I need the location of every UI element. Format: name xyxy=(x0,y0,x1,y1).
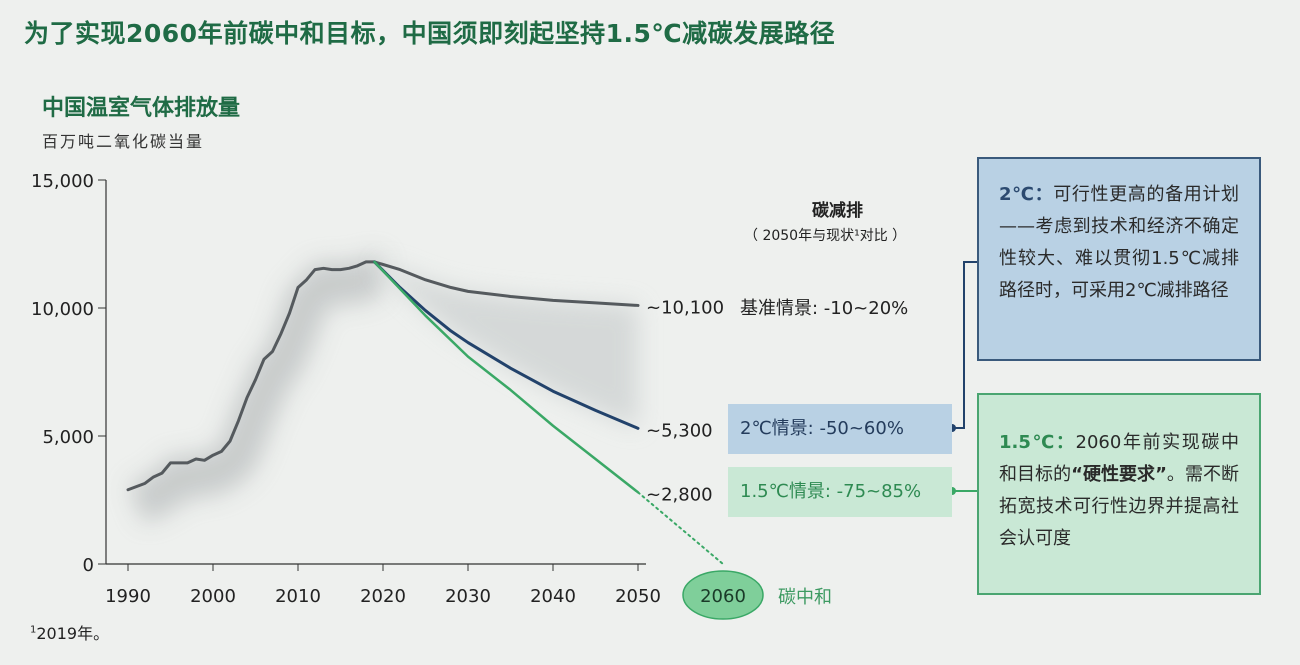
carbon-neutral-label: 碳中和 xyxy=(778,587,832,608)
x-tick-label: 2000 xyxy=(190,586,236,607)
reduction-title: 碳减排 xyxy=(812,201,863,221)
footnote: 12019年。 xyxy=(30,620,109,644)
chart-unit: 百万吨二氧化碳当量 xyxy=(42,132,205,151)
neutral-year-badge xyxy=(682,570,764,620)
x-tick-label: 2030 xyxy=(445,586,491,607)
series-line-one-five-c xyxy=(373,260,640,494)
neutral-year-label: 2060 xyxy=(700,586,746,607)
x-tick-label: 2010 xyxy=(275,586,321,607)
note-2c-lead: 2℃： xyxy=(999,184,1054,205)
note-1-5c-text-b: 。需不断拓宽技术可行性边界并提高社会认可度 xyxy=(999,464,1240,549)
end-value-label: ~10,100 xyxy=(646,297,724,318)
note-1-5c-text-a: 2060年前实现碳中和目标的 xyxy=(999,432,1240,485)
reduction-subtitle: （ 2050年与现状¹对比 ） xyxy=(744,228,907,244)
footnote-text: 2019年。 xyxy=(36,624,110,643)
end-value-label: ~2,800 xyxy=(646,484,713,505)
scenario-2c: 2℃情景: -50~60% xyxy=(728,404,952,454)
note-1-5c-lead: 1.5℃： xyxy=(999,432,1076,453)
x-tick-label: 2050 xyxy=(615,586,661,607)
scenario-1-5c: 1.5℃情景: -75~85% xyxy=(728,467,952,517)
historical-shadow xyxy=(128,254,383,524)
scenario-baseline: 基准情景: -10~20% xyxy=(740,298,909,319)
note-2c-text: 可行性更高的备用计划——考虑到技术和经济不确定性较大、难以贯彻1.5℃减排路径时… xyxy=(999,184,1240,301)
end-value-label: ~5,300 xyxy=(646,420,713,441)
y-tick-label: 10,000 xyxy=(31,299,94,320)
footnote-mark: 1 xyxy=(30,624,37,636)
connector-2c xyxy=(952,261,977,429)
y-tick-label: 5,000 xyxy=(42,427,94,448)
note-1-5c: 1.5℃：2060年前实现碳中和目标的“硬性要求”。需不断拓宽技术可行性边界并提… xyxy=(977,393,1261,595)
note-2c: 2℃：可行性更高的备用计划——考虑到技术和经济不确定性较大、难以贯彻1.5℃减排… xyxy=(977,157,1261,361)
series-line-historical xyxy=(126,260,376,492)
x-tick-label: 1990 xyxy=(105,586,151,607)
headline: 为了实现2060年前碳中和目标，中国须即刻起坚持1.5℃减碳发展路径 xyxy=(24,19,836,48)
y-tick-label: 15,000 xyxy=(31,171,94,192)
series-line-one-five-c-extension xyxy=(637,491,724,565)
chart-title: 中国温室气体排放量 xyxy=(42,96,241,121)
x-tick-label: 2040 xyxy=(530,586,576,607)
note-1-5c-strong: “硬性要求” xyxy=(1071,464,1167,485)
series-line-two-c xyxy=(373,260,640,430)
x-tick-label: 2020 xyxy=(360,586,406,607)
series-line-baseline xyxy=(373,260,640,307)
y-tick-label: 0 xyxy=(83,555,94,576)
projection-shadow xyxy=(374,261,638,429)
